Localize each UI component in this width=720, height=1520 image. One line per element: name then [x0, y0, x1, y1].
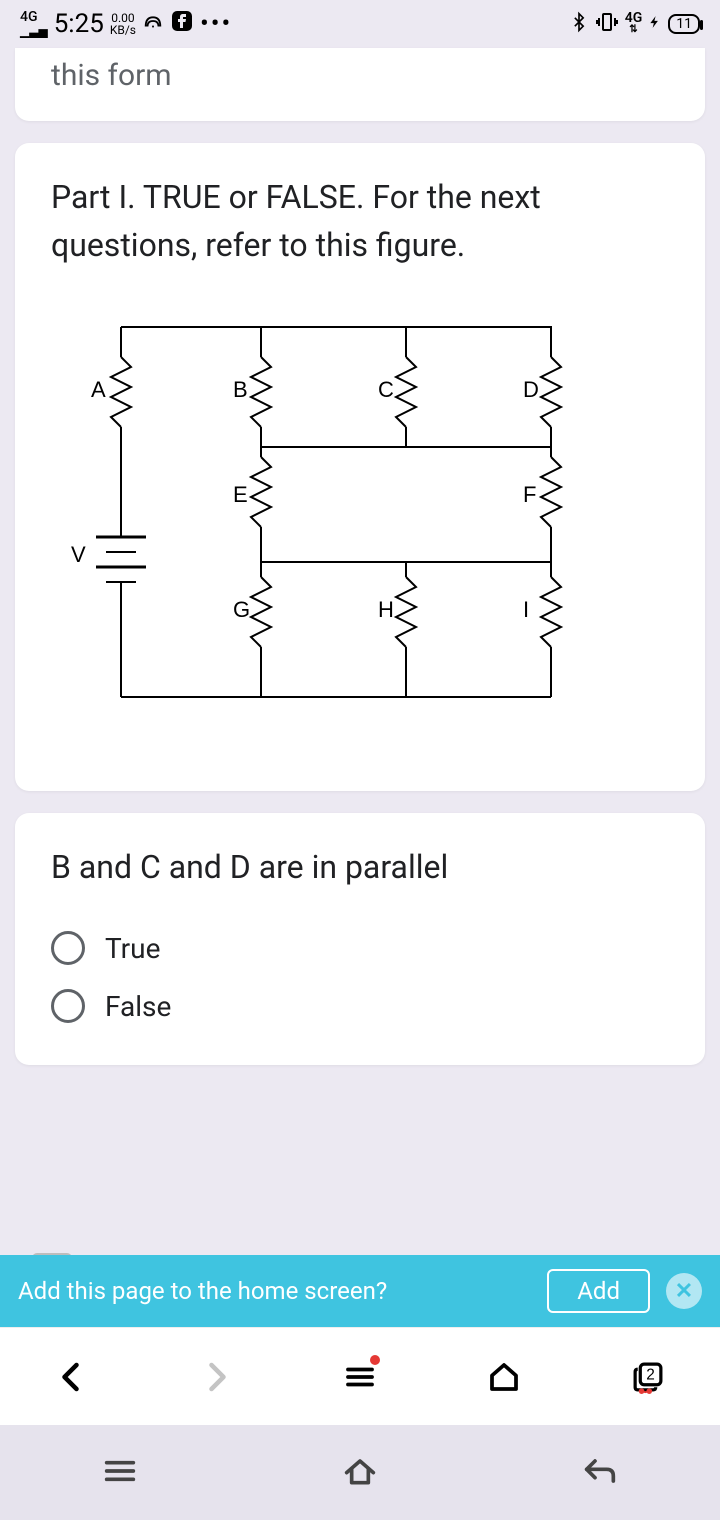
option-false[interactable]: False: [51, 977, 669, 1035]
add-home-prompt: Add this page to the home screen? Add ✕: [0, 1255, 720, 1327]
vibrate-icon: [595, 10, 619, 38]
option-true[interactable]: True: [51, 919, 669, 977]
chevron-left-icon: [54, 1359, 90, 1395]
more-icon: •••: [200, 9, 232, 39]
recents-button[interactable]: [100, 1451, 140, 1495]
clock: 5:25: [54, 9, 104, 39]
close-icon: ✕: [675, 1279, 693, 1304]
network-4g-icon: 4G⇅: [625, 13, 643, 35]
menu-button[interactable]: [330, 1347, 390, 1407]
nav-home-icon: [340, 1451, 380, 1491]
option-label: False: [105, 990, 171, 1023]
cast-icon: [142, 10, 164, 38]
svg-text:F: F: [523, 482, 536, 507]
bluetooth-icon: [569, 10, 589, 38]
svg-text:H: H: [378, 597, 394, 622]
card-truncated: this form: [15, 48, 705, 121]
truncated-text: this form: [51, 58, 669, 93]
circuit-figure: A B C D E F V G H I: [51, 297, 669, 741]
browser-toolbar: 2: [0, 1327, 720, 1425]
data-rate: 0.00 KB/s: [110, 12, 136, 36]
svg-text:B: B: [233, 377, 248, 402]
svg-text:V: V: [71, 542, 86, 567]
card-question: B and C and D are in parallel True False: [15, 813, 705, 1065]
status-bar: 4G ▁▃▅ 5:25 0.00 KB/s ••• 4G⇅ 11: [0, 0, 720, 48]
option-label: True: [105, 932, 160, 965]
forward-button[interactable]: [186, 1347, 246, 1407]
svg-text:D: D: [523, 377, 539, 402]
svg-text:A: A: [91, 377, 106, 402]
nav-home-button[interactable]: [340, 1451, 380, 1495]
charging-icon: [648, 11, 662, 37]
nav-back-button[interactable]: [580, 1451, 620, 1495]
battery-indicator: 11: [668, 14, 700, 34]
svg-text:C: C: [378, 377, 394, 402]
notification-dot: [370, 1355, 380, 1365]
question-text: B and C and D are in parallel: [51, 843, 669, 891]
svg-text:2: 2: [646, 1366, 655, 1383]
close-prompt-button[interactable]: ✕: [666, 1273, 702, 1309]
svg-text:G: G: [233, 597, 250, 622]
svg-text:E: E: [233, 482, 248, 507]
form-content: this form Part I. TRUE or FALSE. For the…: [0, 48, 720, 1065]
home-button[interactable]: [474, 1347, 534, 1407]
status-left: 4G ▁▃▅ 5:25 0.00 KB/s •••: [20, 9, 232, 39]
chevron-right-icon: [198, 1359, 234, 1395]
part1-title: Part I. TRUE or FALSE. For the next ques…: [51, 173, 669, 269]
back-button[interactable]: [42, 1347, 102, 1407]
radio-icon: [51, 989, 85, 1023]
options-group: True False: [51, 919, 669, 1035]
system-nav-bar: [0, 1425, 720, 1520]
add-button[interactable]: Add: [547, 1269, 650, 1313]
tabs-icon: 2: [630, 1359, 666, 1395]
prompt-text: Add this page to the home screen?: [18, 1277, 531, 1305]
card-part1: Part I. TRUE or FALSE. For the next ques…: [15, 143, 705, 791]
recents-icon: [100, 1451, 140, 1491]
nav-back-icon: [580, 1451, 620, 1491]
tabs-button[interactable]: 2: [618, 1347, 678, 1407]
radio-icon: [51, 931, 85, 965]
status-right: 4G⇅ 11: [569, 10, 700, 38]
home-icon: [486, 1359, 522, 1395]
network-indicator: 4G ▁▃▅: [20, 10, 48, 38]
facebook-icon: [170, 9, 194, 39]
svg-text:I: I: [523, 597, 529, 622]
